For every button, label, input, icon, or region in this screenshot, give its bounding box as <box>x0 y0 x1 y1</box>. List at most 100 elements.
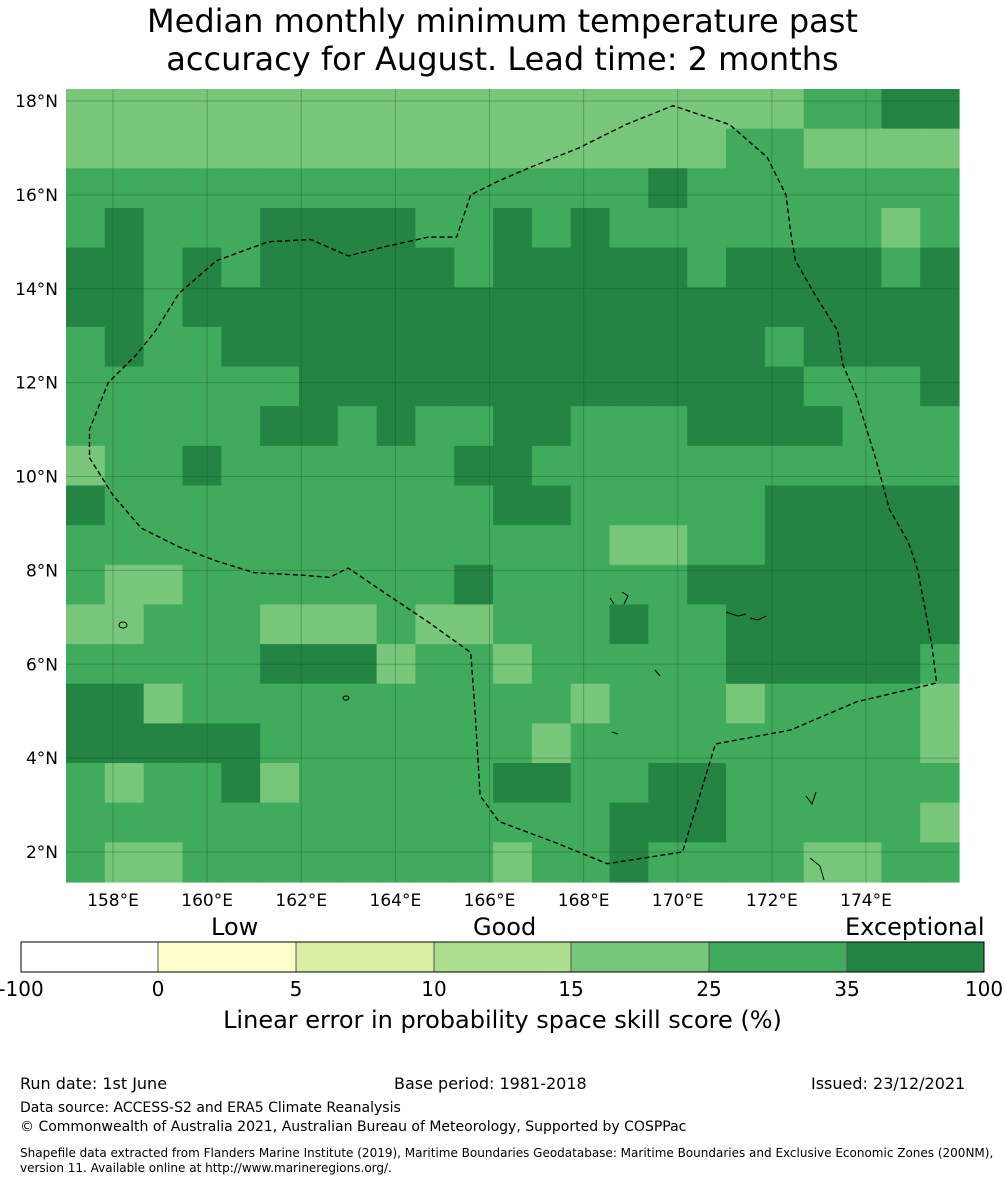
skill-cell <box>920 644 960 685</box>
latitude-tick-label: 8°N <box>26 561 58 581</box>
skill-cell <box>143 842 184 883</box>
skill-cell <box>298 247 339 288</box>
skill-cell <box>221 564 261 606</box>
skill-cell <box>609 128 649 169</box>
skill-cell <box>609 247 649 288</box>
skill-cell <box>726 604 766 645</box>
skill-cell <box>648 207 688 249</box>
skill-cell <box>531 128 572 169</box>
skill-cell <box>881 247 921 288</box>
skill-cell <box>687 445 727 487</box>
island-outline <box>611 669 661 735</box>
skill-cell <box>454 207 494 249</box>
skill-cell <box>143 168 184 209</box>
skill-cell <box>687 604 727 645</box>
skill-cell <box>609 445 649 487</box>
skill-cell <box>493 445 533 487</box>
skill-cell <box>260 723 300 764</box>
skill-cell <box>531 604 572 645</box>
skill-cell <box>687 247 727 288</box>
skill-cell <box>66 89 106 130</box>
skill-cell <box>648 842 688 883</box>
skill-cell <box>454 287 494 328</box>
skill-cell <box>726 366 766 407</box>
skill-cell <box>570 564 611 606</box>
skill-cell <box>881 723 921 764</box>
skill-cell <box>182 247 222 288</box>
skill-cell <box>531 445 572 487</box>
skill-cell <box>609 287 649 328</box>
skill-cell <box>764 604 805 645</box>
skill-cell <box>221 247 261 288</box>
skill-cell <box>842 128 882 169</box>
skill-cell <box>881 445 921 487</box>
skill-cell <box>764 485 805 526</box>
island-outlines <box>118 591 825 881</box>
skill-cell <box>221 723 261 764</box>
skill-cell <box>454 89 494 130</box>
title-line-1: Median monthly minimum temperature past <box>147 2 858 40</box>
skill-cell <box>182 644 222 685</box>
skill-cell <box>376 604 417 645</box>
skill-cell <box>260 247 300 288</box>
skill-cell <box>493 842 533 883</box>
skill-cell <box>182 683 222 724</box>
longitude-tick-label: 172°E <box>746 891 798 911</box>
skill-cell <box>298 802 339 843</box>
skill-cell <box>104 485 145 526</box>
skill-cell <box>493 287 533 328</box>
skill-cell <box>298 644 339 685</box>
skill-cell <box>298 763 339 804</box>
skill-cell <box>687 763 727 804</box>
run-date: Run date: 1st June <box>20 1074 168 1093</box>
skill-cell <box>764 207 805 249</box>
colorbar-segment <box>295 941 435 973</box>
skill-cell <box>104 564 145 606</box>
skill-cell <box>182 763 222 804</box>
skill-cell <box>803 168 844 209</box>
skill-cell <box>298 287 339 328</box>
skill-cell <box>454 326 494 368</box>
skill-cell <box>104 445 145 487</box>
skill-cell <box>182 326 222 368</box>
skill-cell <box>182 168 222 209</box>
skill-cell <box>104 168 145 209</box>
skill-cell <box>570 89 611 130</box>
skill-cell <box>920 485 960 526</box>
skill-cell <box>104 207 145 249</box>
skill-cell <box>920 525 960 566</box>
skill-cell <box>182 604 222 645</box>
skill-cell <box>221 644 261 685</box>
skill-cell <box>143 644 184 685</box>
skill-cell <box>842 89 882 130</box>
skill-cell <box>531 564 572 606</box>
skill-cell <box>609 564 649 606</box>
skill-cell <box>221 406 261 447</box>
skill-cell <box>454 763 494 804</box>
skill-cell <box>648 763 688 804</box>
skill-cell <box>920 207 960 249</box>
skill-cell <box>337 445 378 487</box>
skill-cell <box>376 644 417 685</box>
skill-cell <box>726 207 766 249</box>
skill-cell <box>842 406 882 447</box>
skill-cell <box>454 406 494 447</box>
colorbar-tick: 100 <box>964 977 1004 1001</box>
skill-cell <box>726 445 766 487</box>
issued-date: Issued: 23/12/2021 <box>811 1074 966 1093</box>
skill-cell <box>687 802 727 843</box>
skill-cell <box>337 128 378 169</box>
data-source: Data source: ACCESS-S2 and ERA5 Climate … <box>20 1100 401 1116</box>
copyright: © Commonwealth of Australia 2021, Austra… <box>20 1119 687 1135</box>
skill-cell <box>298 723 339 764</box>
colorbar-label: Linear error in probability space skill … <box>223 1006 782 1034</box>
skill-cell <box>376 445 417 487</box>
skill-cell <box>920 802 960 843</box>
skill-cell <box>920 604 960 645</box>
skill-cell <box>493 89 533 130</box>
skill-cell <box>454 247 494 288</box>
skill-cell <box>337 604 378 645</box>
skill-cell <box>648 247 688 288</box>
skill-cell <box>66 683 106 724</box>
skill-cell <box>764 168 805 209</box>
